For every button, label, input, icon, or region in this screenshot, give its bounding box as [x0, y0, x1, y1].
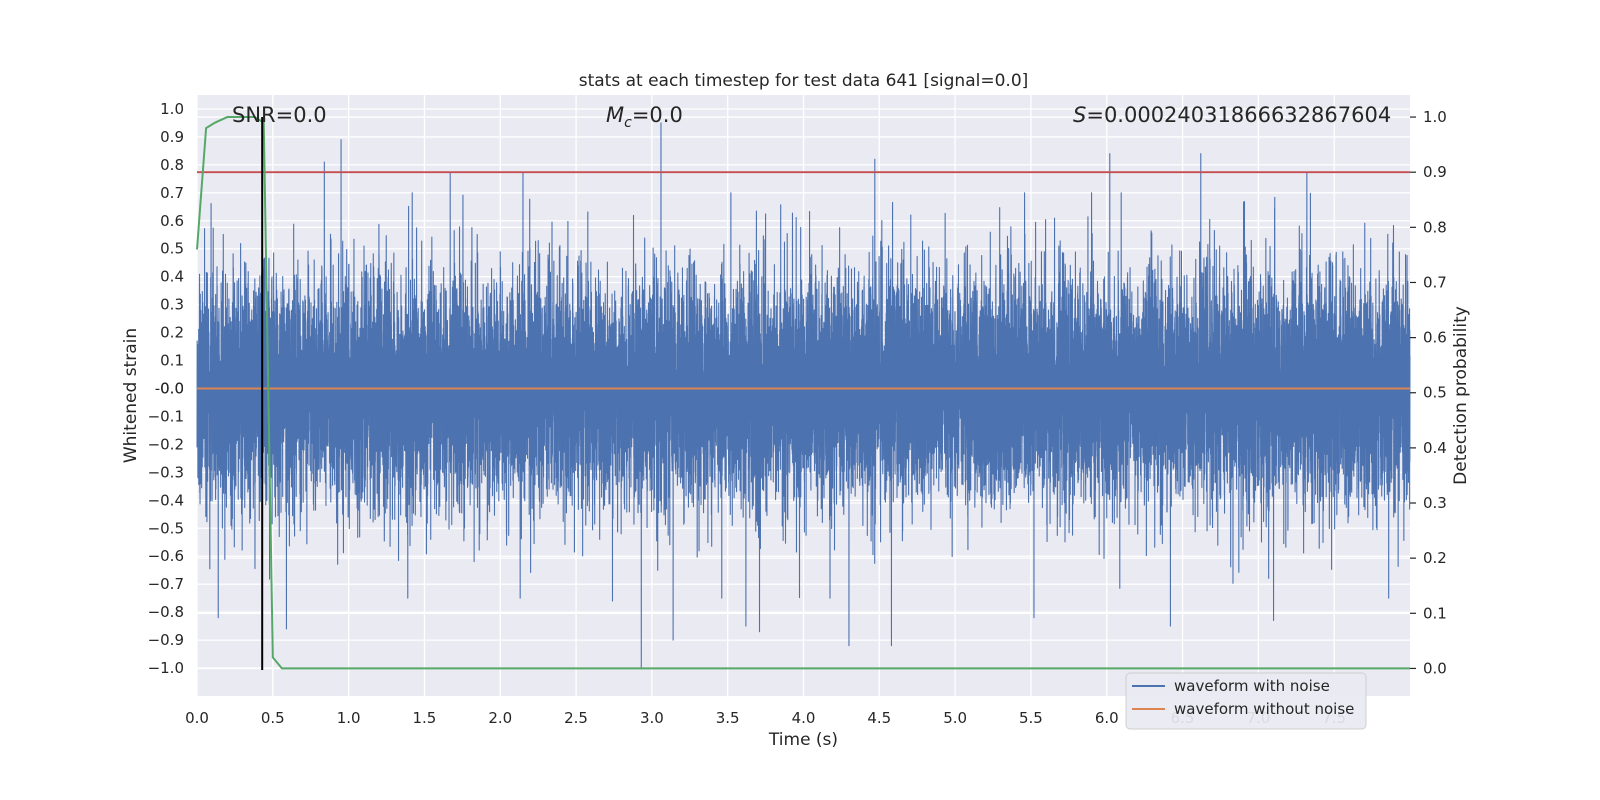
- y2-tick-label: 0.3: [1423, 494, 1447, 512]
- noisy-waveform-line: [196, 122, 1411, 669]
- y2-tick-label: 0.5: [1423, 384, 1447, 402]
- y2-tick-label: 0.7: [1423, 273, 1447, 291]
- y2-tick-label: 0.6: [1423, 329, 1447, 347]
- y-tick-label: −0.5: [148, 519, 184, 537]
- y-tick-label: −0.8: [148, 603, 184, 621]
- y-tick-label: 0.4: [160, 268, 184, 286]
- y-axis-ticks: 1.0 0.9 0.8 0.7 0.6 0.5 0.4 0.3 0.2 0.1 0.0-0.0 −0.…: [148, 100, 184, 677]
- y2-tick-label: 0.8: [1423, 218, 1447, 236]
- s-symbol: S: [1073, 103, 1086, 127]
- y-tick-label: −0.1: [148, 407, 184, 425]
- y-tick-label: −0.3: [148, 463, 184, 481]
- y-axis-label: Whitened strain: [121, 328, 141, 463]
- y-tick-label: −0.7: [148, 575, 184, 593]
- x-tick-label: 5.0: [943, 709, 967, 727]
- y2-tick-label: 0.1: [1423, 604, 1447, 622]
- x-tick-label: 1.5: [413, 709, 437, 727]
- y-tick-label: 0.2: [160, 324, 184, 342]
- x-tick-label: 0.0: [185, 709, 209, 727]
- x-axis-label: Time (s): [768, 730, 838, 750]
- y-tick-label: 0.9: [160, 128, 184, 146]
- s-value: =0.00024031866632867604: [1086, 103, 1391, 127]
- x-tick-label: 2.5: [564, 709, 588, 727]
- y-tick-label: 0.0: [160, 380, 184, 398]
- y2-axis-label: Detection probability: [1451, 306, 1471, 485]
- y-tick-label: 0.7: [160, 184, 184, 202]
- y2-tick-label: 0.9: [1423, 163, 1447, 181]
- detection-probability-path: [196, 116, 1410, 670]
- y-tick-label: −1.0: [148, 659, 184, 677]
- s-annotation: S=0.00024031866632867604: [1073, 103, 1391, 127]
- noisy-waveform-path: [196, 122, 1411, 669]
- snr-annotation: SNR=0.0: [232, 103, 327, 127]
- y-tick-label: -0.0: [155, 380, 184, 398]
- y-tick-label: 0.1: [160, 352, 184, 370]
- y2-tick-label: 1.0: [1423, 108, 1447, 126]
- x-tick-label: 2.0: [488, 709, 512, 727]
- y2-tick-label: 0.0: [1423, 659, 1447, 677]
- y-tick-label: 0.5: [160, 240, 184, 258]
- chirp-mass-subscript: c: [624, 115, 632, 131]
- chirp-mass-value: =0.0: [632, 103, 683, 127]
- x-tick-label: 3.5: [716, 709, 740, 727]
- y2-tick-label: 0.4: [1423, 439, 1447, 457]
- legend-label-clean: waveform without noise: [1174, 700, 1354, 718]
- y-tick-label: 0.3: [160, 296, 184, 314]
- y-tick-label: −0.9: [148, 631, 184, 649]
- y2-axis-ticks: 1.0 0.9 0.8 0.7 0.6 0.5 0.4 0.3 0.2 0.1 0.0: [1410, 108, 1447, 677]
- legend-box: [1125, 672, 1367, 730]
- legend-label-noisy: waveform with noise: [1174, 677, 1330, 695]
- y-tick-label: 0.8: [160, 156, 184, 174]
- x-tick-label: 6.0: [1095, 709, 1119, 727]
- legend: waveform with noise waveform without noi…: [1125, 672, 1367, 730]
- x-tick-label: 5.5: [1019, 709, 1043, 727]
- detection-probability-line: [196, 116, 1410, 670]
- chirp-mass-symbol: M: [606, 103, 624, 127]
- x-tick-label: 4.5: [867, 709, 891, 727]
- x-tick-label: 3.0: [640, 709, 664, 727]
- x-tick-label: 0.5: [261, 709, 285, 727]
- y-tick-label: −0.6: [148, 547, 184, 565]
- y-tick-label: 0.6: [160, 212, 184, 230]
- y-tick-label: 1.0: [160, 100, 184, 118]
- x-tick-label: 4.0: [792, 709, 816, 727]
- chirp-mass-annotation: Mc=0.0: [606, 103, 683, 131]
- x-tick-label: 1.0: [337, 709, 361, 727]
- chart-title: stats at each timestep for test data 641…: [579, 71, 1029, 91]
- y2-tick-label: 0.2: [1423, 549, 1447, 567]
- y-tick-label: −0.2: [148, 435, 184, 453]
- y-tick-label: −0.4: [148, 491, 184, 509]
